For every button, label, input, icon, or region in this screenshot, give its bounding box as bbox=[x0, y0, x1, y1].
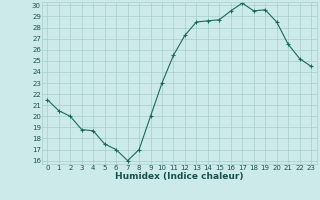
X-axis label: Humidex (Indice chaleur): Humidex (Indice chaleur) bbox=[115, 172, 244, 181]
